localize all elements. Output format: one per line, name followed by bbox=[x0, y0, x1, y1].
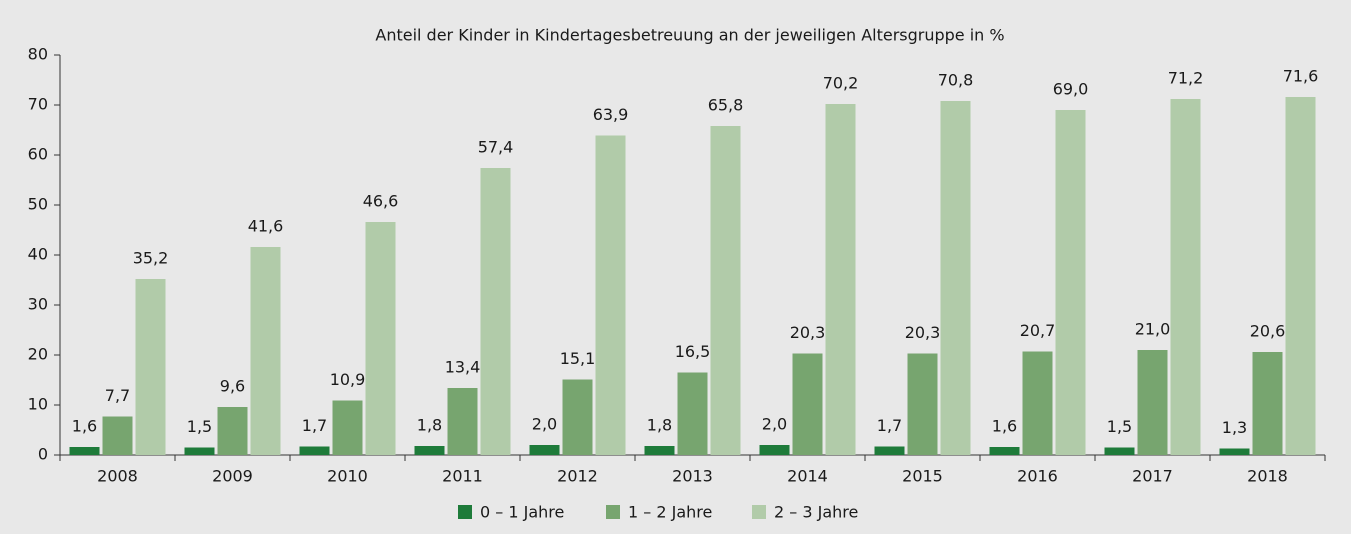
x-tick-label: 2017 bbox=[1132, 467, 1173, 486]
legend-label: 1 – 2 Jahre bbox=[628, 503, 712, 522]
bar bbox=[102, 416, 133, 455]
bar bbox=[217, 407, 248, 455]
bar bbox=[710, 126, 741, 455]
x-tick-label: 2015 bbox=[902, 467, 943, 486]
value-label: 35,2 bbox=[133, 249, 169, 268]
bar bbox=[250, 247, 281, 455]
y-tick-label: 30 bbox=[28, 295, 48, 314]
y-tick-label: 70 bbox=[28, 95, 48, 114]
bar bbox=[480, 168, 511, 455]
value-label: 1,6 bbox=[992, 417, 1017, 436]
bar bbox=[1252, 352, 1283, 455]
y-tick-label: 0 bbox=[38, 445, 48, 464]
x-tick-label: 2014 bbox=[787, 467, 828, 486]
bar bbox=[562, 379, 593, 455]
bar bbox=[1170, 99, 1201, 455]
bar bbox=[1285, 97, 1316, 455]
bar bbox=[759, 445, 790, 455]
value-label: 1,8 bbox=[647, 416, 672, 435]
value-label: 13,4 bbox=[445, 358, 481, 377]
value-label: 1,8 bbox=[417, 416, 442, 435]
x-tick-label: 2018 bbox=[1247, 467, 1288, 486]
x-tick-label: 2016 bbox=[1017, 467, 1058, 486]
bar bbox=[1104, 447, 1135, 455]
value-label: 1,5 bbox=[1107, 417, 1132, 436]
bar bbox=[69, 447, 100, 455]
value-label: 71,6 bbox=[1283, 67, 1319, 86]
bar bbox=[940, 101, 971, 455]
value-label: 1,6 bbox=[72, 417, 97, 436]
legend-swatch bbox=[752, 505, 766, 519]
y-tick-label: 50 bbox=[28, 195, 48, 214]
value-label: 57,4 bbox=[478, 138, 514, 157]
bar bbox=[874, 446, 905, 455]
y-tick-label: 10 bbox=[28, 395, 48, 414]
value-label: 65,8 bbox=[708, 96, 744, 115]
bar bbox=[644, 446, 675, 455]
bar bbox=[1219, 448, 1250, 455]
value-label: 70,2 bbox=[823, 74, 859, 93]
bar bbox=[907, 353, 938, 455]
y-tick-label: 20 bbox=[28, 345, 48, 364]
value-label: 71,2 bbox=[1168, 69, 1204, 88]
bar bbox=[1055, 110, 1086, 455]
x-tick-label: 2008 bbox=[97, 467, 138, 486]
bar bbox=[1137, 350, 1168, 455]
chart-title: Anteil der Kinder in Kindertagesbetreuun… bbox=[375, 26, 1004, 45]
value-label: 9,6 bbox=[220, 377, 245, 396]
x-tick-label: 2010 bbox=[327, 467, 368, 486]
value-label: 20,7 bbox=[1020, 321, 1056, 340]
value-label: 41,6 bbox=[248, 217, 284, 236]
value-label: 15,1 bbox=[560, 349, 596, 368]
value-label: 1,3 bbox=[1222, 418, 1247, 437]
bar bbox=[332, 400, 363, 455]
value-label: 10,9 bbox=[330, 370, 366, 389]
value-label: 16,5 bbox=[675, 342, 711, 361]
legend-swatch bbox=[606, 505, 620, 519]
y-tick-label: 40 bbox=[28, 245, 48, 264]
x-tick-label: 2012 bbox=[557, 467, 598, 486]
bar bbox=[529, 445, 560, 455]
value-label: 1,5 bbox=[187, 417, 212, 436]
value-label: 20,3 bbox=[790, 323, 826, 342]
y-tick-label: 80 bbox=[28, 45, 48, 64]
value-label: 69,0 bbox=[1053, 80, 1089, 99]
value-label: 63,9 bbox=[593, 105, 629, 124]
value-label: 1,7 bbox=[302, 416, 327, 435]
value-label: 7,7 bbox=[105, 386, 130, 405]
x-tick-label: 2013 bbox=[672, 467, 713, 486]
value-label: 46,6 bbox=[363, 192, 399, 211]
value-label: 2,0 bbox=[532, 415, 557, 434]
y-tick-label: 60 bbox=[28, 145, 48, 164]
value-label: 70,8 bbox=[938, 71, 974, 90]
legend-swatch bbox=[458, 505, 472, 519]
legend-label: 2 – 3 Jahre bbox=[774, 503, 858, 522]
value-label: 2,0 bbox=[762, 415, 787, 434]
value-label: 21,0 bbox=[1135, 320, 1171, 339]
value-label: 1,7 bbox=[877, 416, 902, 435]
bar bbox=[989, 447, 1020, 455]
bar bbox=[677, 372, 708, 455]
value-label: 20,6 bbox=[1250, 322, 1286, 341]
bar bbox=[414, 446, 445, 455]
x-tick-label: 2011 bbox=[442, 467, 483, 486]
bar bbox=[792, 353, 823, 455]
legend-label: 0 – 1 Jahre bbox=[480, 503, 564, 522]
bar bbox=[447, 388, 478, 455]
bar bbox=[299, 446, 330, 455]
bar bbox=[595, 135, 626, 455]
value-label: 20,3 bbox=[905, 323, 941, 342]
bar bbox=[184, 447, 215, 455]
bar bbox=[135, 279, 166, 455]
bar bbox=[825, 104, 856, 455]
bar bbox=[1022, 351, 1053, 455]
x-tick-label: 2009 bbox=[212, 467, 253, 486]
bar bbox=[365, 222, 396, 455]
